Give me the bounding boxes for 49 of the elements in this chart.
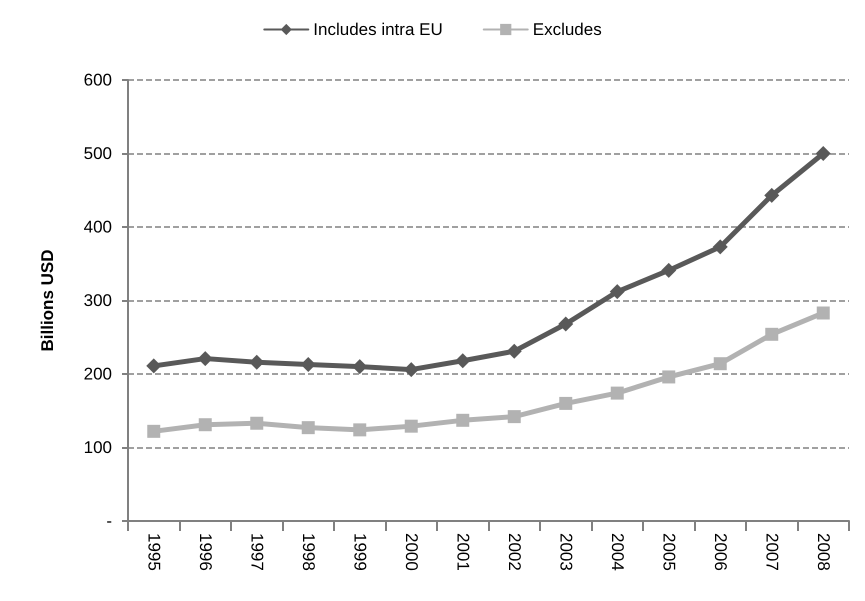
x-tick-label: 2001 xyxy=(453,533,472,571)
x-tick-label: 2002 xyxy=(504,533,524,571)
x-tick-label: 2000 xyxy=(402,533,421,571)
point xyxy=(559,396,572,410)
point xyxy=(662,370,676,384)
point xyxy=(455,353,470,368)
point xyxy=(558,316,574,332)
point xyxy=(610,386,624,400)
point xyxy=(250,416,264,430)
x-tick-label: 2007 xyxy=(762,533,782,571)
point xyxy=(302,421,315,434)
y-tick-label: 400 xyxy=(84,218,112,236)
x-tick-label: 1995 xyxy=(144,533,164,571)
point xyxy=(456,414,470,427)
point xyxy=(404,362,419,378)
y-tick-label: 600 xyxy=(84,70,112,90)
legend-label: Excludes xyxy=(532,20,602,39)
x-tick-label: 1999 xyxy=(350,533,370,571)
point xyxy=(198,418,212,432)
y-axis-title: Billions USD xyxy=(38,249,57,352)
point xyxy=(147,424,160,438)
y-tick-label: 500 xyxy=(84,144,112,163)
x-tick-label: 2008 xyxy=(814,533,833,571)
point xyxy=(712,239,728,254)
x-tick-label: 2006 xyxy=(710,533,730,571)
x-tick-label: 1997 xyxy=(247,533,266,571)
point xyxy=(353,423,366,436)
point xyxy=(661,262,676,278)
point xyxy=(610,284,625,300)
point xyxy=(146,358,162,374)
point xyxy=(714,357,727,370)
point xyxy=(506,344,522,359)
point xyxy=(764,188,780,203)
point xyxy=(765,328,778,341)
x-tick-label: 1996 xyxy=(196,533,215,571)
point xyxy=(816,306,830,320)
y-tick-label: 200 xyxy=(84,364,112,384)
x-tick-label: 2003 xyxy=(556,533,576,571)
y-tick-label: 100 xyxy=(84,438,112,457)
y-tick-label: - xyxy=(106,512,112,530)
x-tick-label: 2004 xyxy=(608,533,627,571)
legend-label: Includes intra EU xyxy=(313,20,443,39)
x-tick-label: 2005 xyxy=(659,533,678,571)
point xyxy=(508,410,521,424)
point xyxy=(404,420,418,433)
point xyxy=(300,356,316,372)
point xyxy=(816,146,831,161)
y-tick-label: 300 xyxy=(84,291,112,310)
x-tick-label: 1998 xyxy=(298,533,318,571)
